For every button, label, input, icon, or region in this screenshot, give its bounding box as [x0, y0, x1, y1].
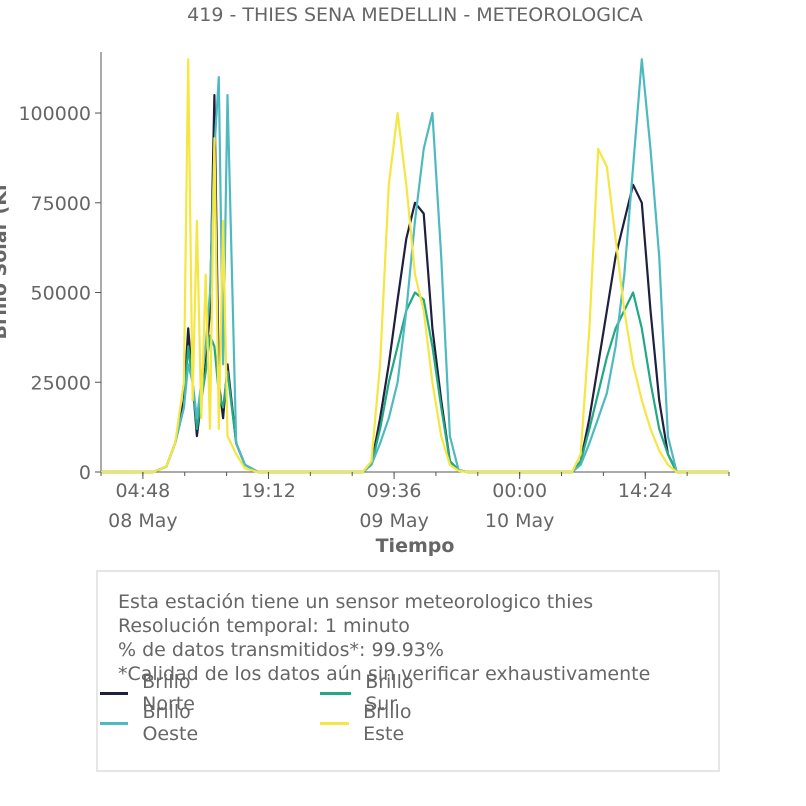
y-tick-label: 100000 [18, 103, 91, 125]
legend-swatch [100, 721, 129, 725]
x-date-label: 09 May [359, 510, 429, 532]
x-date-label: 10 May [485, 510, 555, 532]
x-tick-label: 04:48 [115, 480, 170, 502]
y-tick-label: 75000 [31, 193, 91, 215]
legend-item-brillo-oeste[interactable]: Brillo Oeste [100, 701, 214, 745]
series-line-brillo-este [101, 58, 729, 474]
x-tick-label: 09:36 [367, 480, 422, 502]
legend-swatch [320, 691, 352, 695]
info-lines: Esta estación tiene un sensor meteorolog… [118, 590, 650, 686]
series-layer [101, 58, 729, 474]
y-tick-label: 0 [79, 462, 91, 484]
legend-swatch [320, 721, 350, 725]
info-line-station: Esta estación tiene un sensor meteorolog… [118, 591, 594, 613]
x-axis-label: Tiempo [376, 535, 455, 557]
chart: 419 - THIES SENA MEDELLIN - METEOROLOGIC… [0, 4, 730, 557]
info-line-resolution: Resolución temporal: 1 minuto [118, 615, 410, 637]
chart-title: 419 - THIES SENA MEDELLIN - METEOROLOGIC… [187, 4, 643, 26]
legend-item-brillo-sur[interactable]: Brillo Sur [320, 671, 426, 715]
y-tick-label: 25000 [31, 372, 91, 394]
legend-item-brillo-norte[interactable]: Brillo Norte [100, 671, 211, 715]
x-tick-label: 00:00 [492, 480, 547, 502]
info-line-quality: *Calidad de los datos aún sin verificar … [118, 663, 651, 685]
legend-item-brillo-este[interactable]: Brillo Este [320, 701, 426, 745]
legend-label: Brillo Norte [142, 671, 195, 715]
x-date-label: 08 May [108, 510, 178, 532]
legend-label: Brillo Sur [365, 671, 414, 715]
info-box: Esta estación tiene un sensor meteorolog… [96, 570, 720, 772]
y-ticks: 0 25000 50000 75000 100000 [18, 103, 101, 484]
x-tick-label: 19:12 [241, 480, 296, 502]
series-line-brillo-sur [101, 291, 729, 474]
y-tick-label: 50000 [31, 283, 91, 305]
y-axis-label: Brillo Solar (Kl [0, 184, 11, 339]
x-tick-label: 14:24 [618, 480, 673, 502]
legend-label: Brillo Este [363, 701, 412, 745]
legend-swatch [100, 691, 129, 695]
series-line-brillo-oeste [101, 58, 729, 474]
info-line-transmitted: % de datos transmitidos*: 99.93% [118, 639, 444, 661]
legend-label: Brillo Oeste [142, 701, 199, 745]
x-ticks: 04:48 08 May 19:12 09:36 09 May 00:00 10 May 14… [100, 472, 730, 532]
